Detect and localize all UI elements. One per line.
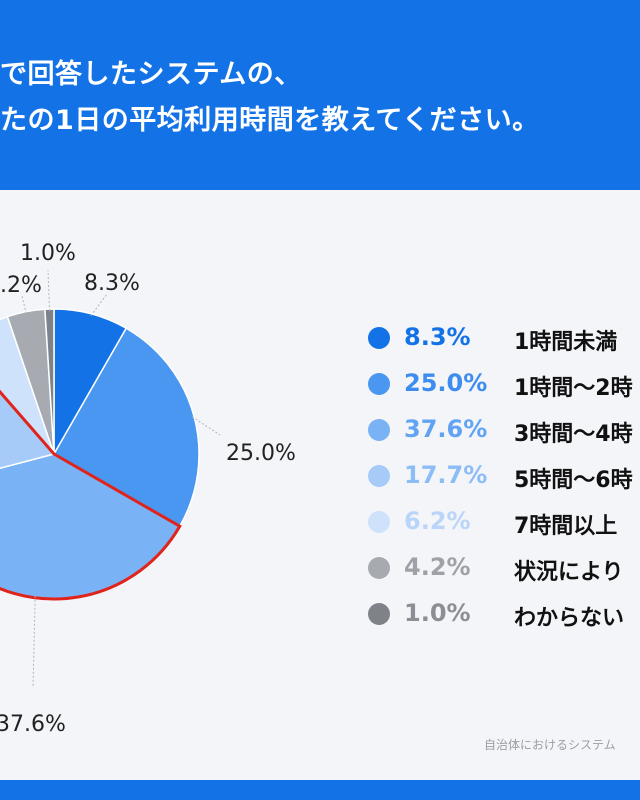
legend-dot [368,465,390,487]
legend-percentage: 6.2% [404,507,471,535]
pie-outside-label: .2% [0,273,42,298]
footer-bar [0,780,640,800]
leader-line [21,295,27,314]
source-note: 自治体におけるシステム [484,738,616,752]
pie-outside-label: 37.6% [0,712,66,737]
leader-line [90,293,108,317]
legend-label: 5時間〜6時 [514,468,633,493]
legend-dot [368,327,390,349]
legend-label: 3時間〜4時 [514,422,633,447]
legend-percentage: 17.7% [404,461,488,489]
legend-dot [368,603,390,625]
legend-label: 7時間以上 [514,514,618,539]
leader-line [191,416,221,436]
pie-slice-7 [44,308,55,455]
legend-label: 状況により [514,560,624,585]
legend-percentage: 25.0% [404,369,488,397]
legend-label: わからない [514,606,625,631]
leader-line [32,595,36,688]
pie-outside-label: 1.0% [20,241,76,266]
pie-chart: 8.3% 25.0% 37.6% 1.0% .2% [0,241,296,737]
pie-outside-label: 8.3% [84,271,140,296]
highlight-outline [0,389,182,601]
legend-percentage: 37.6% [404,415,488,443]
legend-dot [368,557,390,579]
pie-outside-label: 25.0% [226,441,296,466]
legend-dot [368,419,390,441]
legend-percentage: 4.2% [404,553,471,581]
leader-line [47,269,50,312]
legend-label: 1時間〜2時 [514,376,633,401]
header-banner: で回答したシステムの、 たの1日の平均利用時間を教えてください。 [0,0,640,190]
legend-label: 1時間未満 [514,330,618,355]
legend-dot [368,373,390,395]
page-title-line-2: たの1日の平均利用時間を教えてください。 [0,105,540,136]
pie-slice-4 [0,390,56,470]
legend-percentage: 1.0% [404,599,471,627]
legend-percentage: 8.3% [404,323,471,351]
legend-dot [368,511,390,533]
pie-slice-2 [52,327,200,528]
page-title-line-1: で回答したシステムの、 [0,59,302,90]
